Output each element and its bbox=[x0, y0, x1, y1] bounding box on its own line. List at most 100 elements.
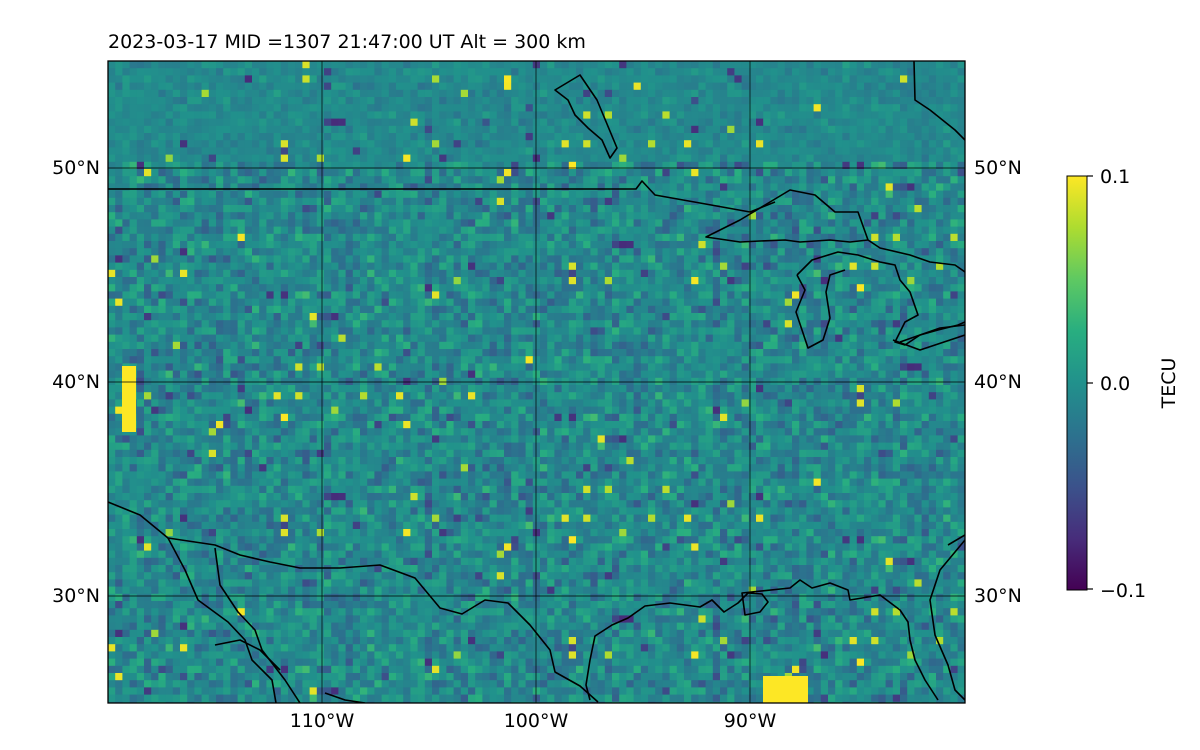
tec-pixel bbox=[396, 241, 404, 249]
tec-pixel bbox=[511, 61, 519, 69]
tec-pixel bbox=[302, 248, 310, 256]
tec-pixel bbox=[634, 320, 642, 328]
tec-pixel bbox=[454, 104, 462, 112]
tec-pixel bbox=[554, 111, 562, 119]
tec-pixel bbox=[914, 234, 922, 242]
tec-pixel bbox=[490, 183, 498, 191]
tec-pixel bbox=[252, 61, 260, 69]
tec-pixel bbox=[914, 75, 922, 83]
tec-pixel bbox=[641, 68, 649, 76]
tec-pixel bbox=[864, 183, 872, 191]
tec-pixel bbox=[850, 75, 858, 83]
tec-pixel bbox=[446, 104, 454, 112]
tec-pixel bbox=[166, 126, 174, 134]
tec-pixel bbox=[821, 75, 829, 83]
tec-pixel bbox=[410, 111, 418, 119]
tec-pixel bbox=[929, 219, 937, 227]
tec-pixel bbox=[454, 191, 462, 199]
tec-pixel bbox=[194, 133, 202, 141]
tec-pixel bbox=[914, 169, 922, 177]
tec-pixel bbox=[382, 133, 390, 141]
tec-pixel bbox=[684, 83, 692, 91]
tec-pixel bbox=[288, 104, 296, 112]
tec-pixel bbox=[295, 68, 303, 76]
tec-pixel bbox=[814, 140, 822, 148]
tec-pixel bbox=[446, 219, 454, 227]
tec-pixel bbox=[108, 205, 116, 213]
tec-pixel bbox=[389, 97, 397, 105]
tec-pixel bbox=[540, 306, 548, 314]
tec-pixel bbox=[331, 75, 339, 83]
tec-pixel bbox=[382, 320, 390, 328]
tec-pixel bbox=[871, 284, 879, 292]
tec-pixel bbox=[950, 140, 958, 148]
tec-pixel bbox=[526, 320, 534, 328]
tec-map bbox=[108, 61, 972, 709]
tec-pixel bbox=[871, 306, 879, 314]
tec-pixel bbox=[238, 111, 246, 119]
tec-pixel bbox=[454, 90, 462, 98]
tec-pixel bbox=[151, 356, 159, 364]
tec-pixel bbox=[684, 270, 692, 278]
tec-pixel bbox=[590, 299, 598, 307]
tec-pixel bbox=[619, 83, 627, 91]
tec-pixel bbox=[295, 119, 303, 127]
tec-pixel bbox=[367, 227, 375, 235]
tec-pixel bbox=[180, 140, 188, 148]
tec-pixel bbox=[482, 90, 490, 98]
tec-pixel bbox=[389, 263, 397, 271]
tec-pixel bbox=[137, 198, 145, 206]
tec-pixel bbox=[734, 126, 742, 134]
tec-pixel bbox=[763, 212, 771, 220]
tec-pixel bbox=[324, 313, 332, 321]
tec-pixel bbox=[497, 277, 505, 285]
tec-pixel bbox=[511, 205, 519, 213]
tec-pixel bbox=[835, 111, 843, 119]
tec-pixel bbox=[108, 155, 116, 163]
tec-pixel bbox=[871, 212, 879, 220]
tec-pixel bbox=[626, 255, 634, 263]
tec-pixel bbox=[821, 140, 829, 148]
tec-pixel bbox=[461, 227, 469, 235]
tec-pixel bbox=[122, 234, 130, 242]
tec-pixel bbox=[821, 104, 829, 112]
tec-pixel bbox=[490, 241, 498, 249]
tec-pixel bbox=[353, 248, 361, 256]
tec-pixel bbox=[295, 191, 303, 199]
tec-pixel bbox=[547, 111, 555, 119]
tec-pixel bbox=[965, 277, 973, 285]
tec-pixel bbox=[180, 219, 188, 227]
tec-pixel bbox=[778, 111, 786, 119]
tec-pixel bbox=[734, 111, 742, 119]
tec-pixel bbox=[403, 140, 411, 148]
tec-pixel bbox=[893, 241, 901, 249]
tec-pixel bbox=[965, 97, 973, 105]
tec-pixel bbox=[403, 248, 411, 256]
tec-pixel bbox=[403, 133, 411, 141]
tec-pixel bbox=[713, 169, 721, 177]
tec-pixel bbox=[706, 133, 714, 141]
tec-pixel bbox=[677, 191, 685, 199]
tec-pixel bbox=[641, 255, 649, 263]
tec-pixel bbox=[886, 140, 894, 148]
tec-pixel bbox=[634, 313, 642, 321]
tec-pixel bbox=[482, 313, 490, 321]
tec-pixel bbox=[468, 183, 476, 191]
tec-pixel bbox=[223, 68, 231, 76]
tec-pixel bbox=[518, 212, 526, 220]
tec-pixel bbox=[180, 147, 188, 155]
tec-pixel bbox=[554, 191, 562, 199]
tec-pixel bbox=[670, 169, 678, 177]
tec-pixel bbox=[295, 313, 303, 321]
tec-pixel bbox=[763, 219, 771, 227]
tec-pixel bbox=[302, 191, 310, 199]
tec-pixel bbox=[677, 248, 685, 256]
tec-pixel bbox=[698, 97, 706, 105]
tec-pixel bbox=[778, 126, 786, 134]
tec-pixel bbox=[173, 191, 181, 199]
tec-pixel bbox=[526, 119, 534, 127]
tec-pixel bbox=[432, 119, 440, 127]
tec-pixel bbox=[173, 104, 181, 112]
tec-pixel bbox=[461, 191, 469, 199]
tec-pixel bbox=[698, 126, 706, 134]
